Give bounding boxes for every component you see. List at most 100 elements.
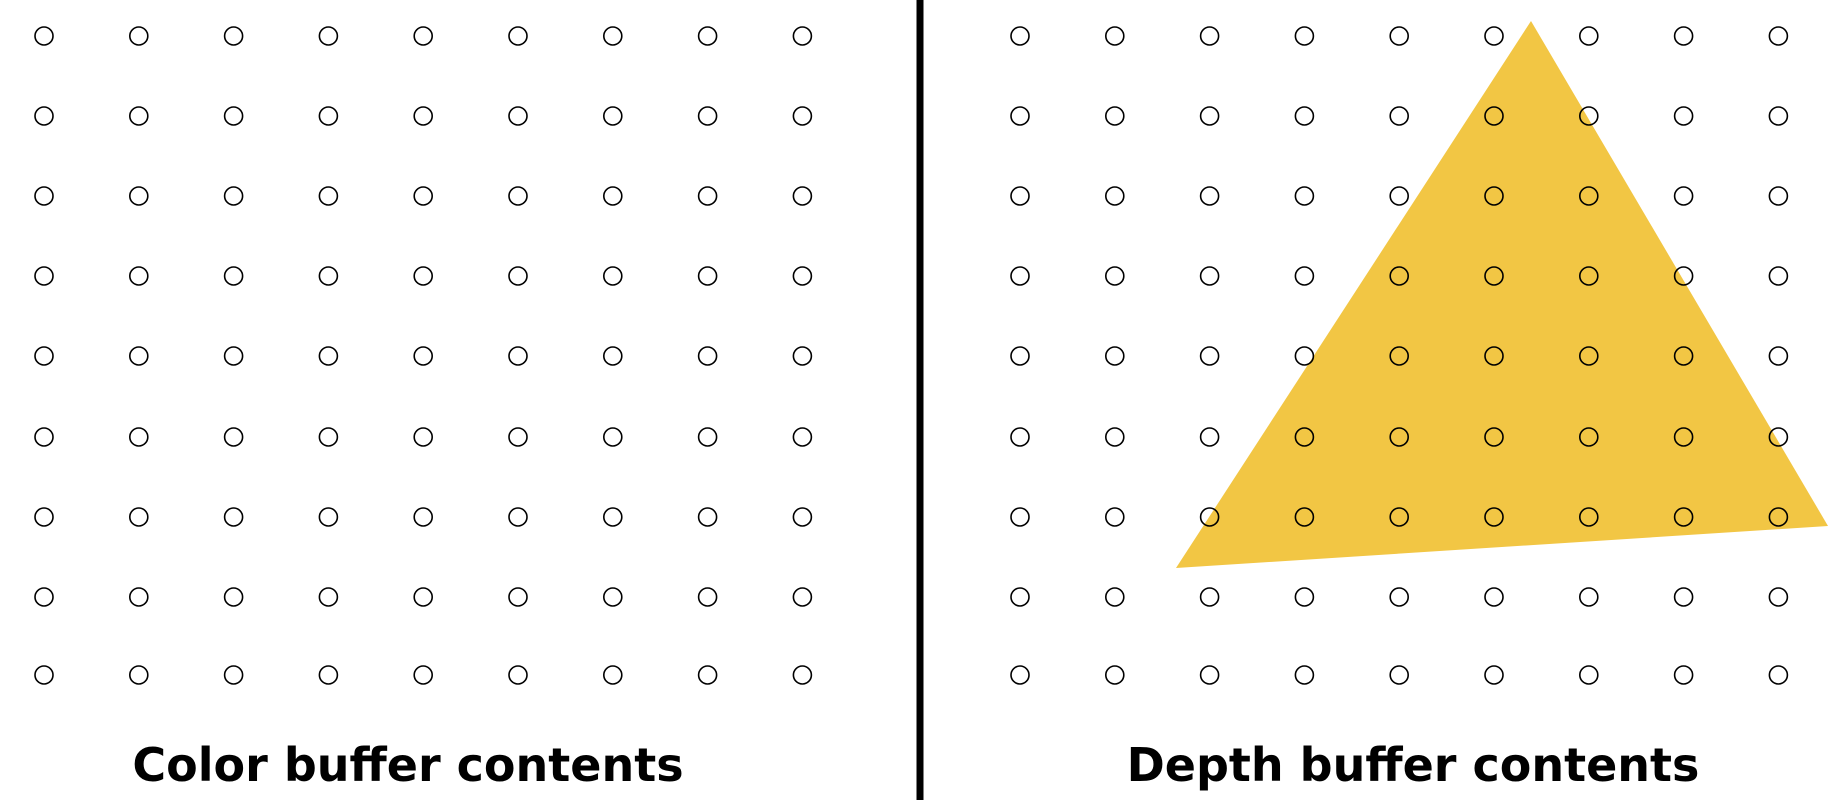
depth-buffer-sample-point <box>1294 507 1315 527</box>
color-buffer-sample-point <box>413 26 434 46</box>
color-buffer-sample-point <box>602 587 623 607</box>
depth-buffer-sample-point <box>1389 427 1409 447</box>
depth-buffer-sample-point <box>1768 26 1789 46</box>
depth-buffer-sample-point <box>1768 427 1789 447</box>
depth-buffer-sample-point <box>1579 26 1599 46</box>
color-buffer-sample-point <box>34 106 54 126</box>
depth-buffer-sample-point <box>1199 186 1220 206</box>
depth-buffer-sample-point <box>1199 106 1220 126</box>
color-buffer-sample-point <box>34 26 54 46</box>
depth-buffer-sample-point <box>1199 507 1220 527</box>
depth-buffer-sample-point <box>1010 587 1030 607</box>
color-buffer-sample-point <box>223 186 244 206</box>
color-buffer-sample-point <box>792 665 813 685</box>
color-buffer-sample-point <box>318 587 339 607</box>
depth-buffer-sample-point <box>1105 587 1125 607</box>
depth-buffer-sample-point <box>1199 346 1220 366</box>
color-buffer-sample-point <box>129 186 149 206</box>
color-buffer-sample-point <box>697 26 718 46</box>
depth-buffer-sample-point <box>1294 106 1315 126</box>
depth-buffer-sample-point <box>1768 186 1789 206</box>
depth-buffer-sample-point <box>1389 665 1409 685</box>
depth-buffer-sample-point <box>1484 665 1504 685</box>
depth-buffer-sample-point <box>1010 186 1030 206</box>
depth-buffer-sample-point <box>1484 427 1504 447</box>
color-buffer-sample-point <box>223 346 244 366</box>
depth-buffer-sample-point <box>1010 26 1030 46</box>
color-buffer-sample-point <box>792 346 813 366</box>
depth-buffer-sample-point <box>1768 507 1789 527</box>
color-buffer-sample-point <box>318 26 339 46</box>
color-buffer-sample-point <box>697 266 718 286</box>
color-buffer-sample-point <box>413 427 434 447</box>
depth-buffer-sample-point <box>1579 106 1599 126</box>
color-buffer-sample-point <box>318 266 339 286</box>
color-buffer-sample-point <box>34 427 54 447</box>
depth-buffer-sample-point <box>1673 427 1694 447</box>
depth-buffer-sample-point <box>1579 507 1599 527</box>
depth-buffer-sample-point <box>1673 186 1694 206</box>
depth-buffer-sample-point <box>1010 665 1030 685</box>
depth-buffer-sample-point <box>1768 587 1789 607</box>
color-buffer-sample-point <box>413 266 434 286</box>
color-buffer-sample-point <box>697 427 718 447</box>
depth-buffer-sample-point <box>1484 26 1504 46</box>
depth-buffer-sample-point <box>1199 665 1220 685</box>
depth-buffer-caption: Depth buffer contents <box>1127 738 1700 792</box>
color-buffer-sample-point <box>34 266 54 286</box>
depth-buffer-sample-point <box>1199 427 1220 447</box>
depth-buffer-sample-point <box>1673 346 1694 366</box>
color-buffer-sample-point <box>792 587 813 607</box>
color-buffer-sample-point <box>129 26 149 46</box>
color-buffer-sample-point <box>508 427 528 447</box>
depth-buffer-sample-point <box>1010 266 1030 286</box>
color-buffer-sample-point <box>129 106 149 126</box>
depth-buffer-sample-point <box>1294 587 1315 607</box>
depth-buffer-sample-point <box>1105 266 1125 286</box>
color-buffer-sample-point <box>318 665 339 685</box>
depth-buffer-sample-point <box>1579 665 1599 685</box>
depth-buffer-sample-point <box>1484 507 1504 527</box>
depth-buffer-sample-point <box>1673 665 1694 685</box>
color-buffer-sample-point <box>34 587 54 607</box>
color-buffer-sample-point <box>792 186 813 206</box>
depth-buffer-sample-point <box>1199 26 1220 46</box>
color-buffer-sample-point <box>508 186 528 206</box>
depth-buffer-sample-point <box>1768 346 1789 366</box>
color-buffer-sample-point <box>508 106 528 126</box>
depth-buffer-sample-point <box>1389 507 1409 527</box>
depth-buffer-sample-point <box>1105 186 1125 206</box>
depth-buffer-sample-point <box>1105 665 1125 685</box>
depth-buffer-sample-point <box>1294 26 1315 46</box>
color-buffer-sample-point <box>34 186 54 206</box>
color-buffer-sample-point <box>602 346 623 366</box>
depth-buffer-sample-point <box>1484 266 1504 286</box>
color-buffer-sample-point <box>223 266 244 286</box>
depth-buffer-sample-point <box>1389 346 1409 366</box>
color-buffer-sample-point <box>697 106 718 126</box>
color-buffer-sample-point <box>34 665 54 685</box>
color-buffer-sample-point <box>129 507 149 527</box>
color-buffer-caption: Color buffer contents <box>132 738 683 792</box>
color-buffer-sample-point <box>318 507 339 527</box>
color-buffer-sample-point <box>223 587 244 607</box>
color-buffer-sample-point <box>318 427 339 447</box>
color-buffer-sample-point <box>223 106 244 126</box>
depth-buffer-sample-point <box>1484 106 1504 126</box>
color-buffer-sample-point <box>34 507 54 527</box>
depth-buffer-sample-point <box>1010 106 1030 126</box>
depth-buffer-sample-point <box>1389 106 1409 126</box>
color-buffer-sample-point <box>508 26 528 46</box>
color-buffer-sample-point <box>792 507 813 527</box>
color-buffer-sample-point <box>223 427 244 447</box>
color-buffer-sample-point <box>508 587 528 607</box>
depth-buffer-sample-point <box>1389 186 1409 206</box>
color-buffer-sample-point <box>792 106 813 126</box>
depth-buffer-sample-point <box>1579 427 1599 447</box>
color-buffer-sample-point <box>508 266 528 286</box>
color-buffer-sample-point <box>413 186 434 206</box>
depth-buffer-sample-point <box>1010 427 1030 447</box>
depth-buffer-sample-point <box>1105 26 1125 46</box>
